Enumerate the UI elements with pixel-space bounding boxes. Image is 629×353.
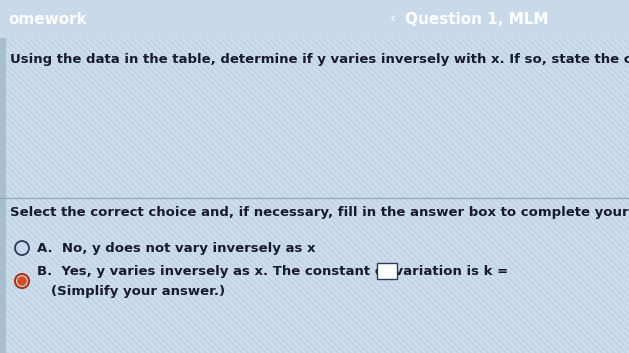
FancyBboxPatch shape [377, 263, 397, 279]
Text: omework: omework [8, 12, 87, 26]
Bar [0, 38, 6, 353]
Text: Select the correct choice and, if necessary, fill in the answer box to complete : Select the correct choice and, if necess… [10, 206, 629, 219]
Text: A.  No, y does not vary inversely as x: A. No, y does not vary inversely as x [37, 241, 316, 255]
Text: ‹: ‹ [390, 12, 396, 26]
Circle shape [18, 277, 26, 285]
Text: (Simplify your answer.): (Simplify your answer.) [51, 285, 225, 298]
Text: Question 1, MLM: Question 1, MLM [405, 12, 548, 26]
Text: B.  Yes, y varies inversely as x. The constant of variation is k =: B. Yes, y varies inversely as x. The con… [37, 264, 508, 277]
Text: Using the data in the table, determine if y varies inversely with x. If so, stat: Using the data in the table, determine i… [10, 53, 629, 66]
